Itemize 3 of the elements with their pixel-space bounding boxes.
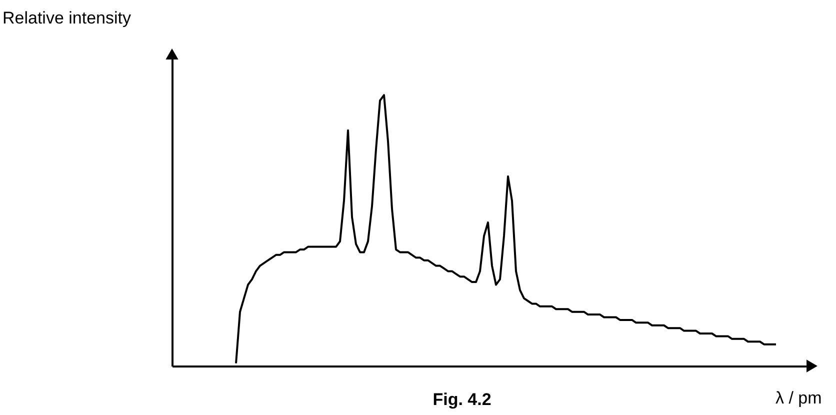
- y-axis-title: Relative intensity: [2, 8, 132, 28]
- caption: Fig. 4.2: [432, 390, 492, 409]
- x-axis-title: λ / pm: [776, 388, 822, 408]
